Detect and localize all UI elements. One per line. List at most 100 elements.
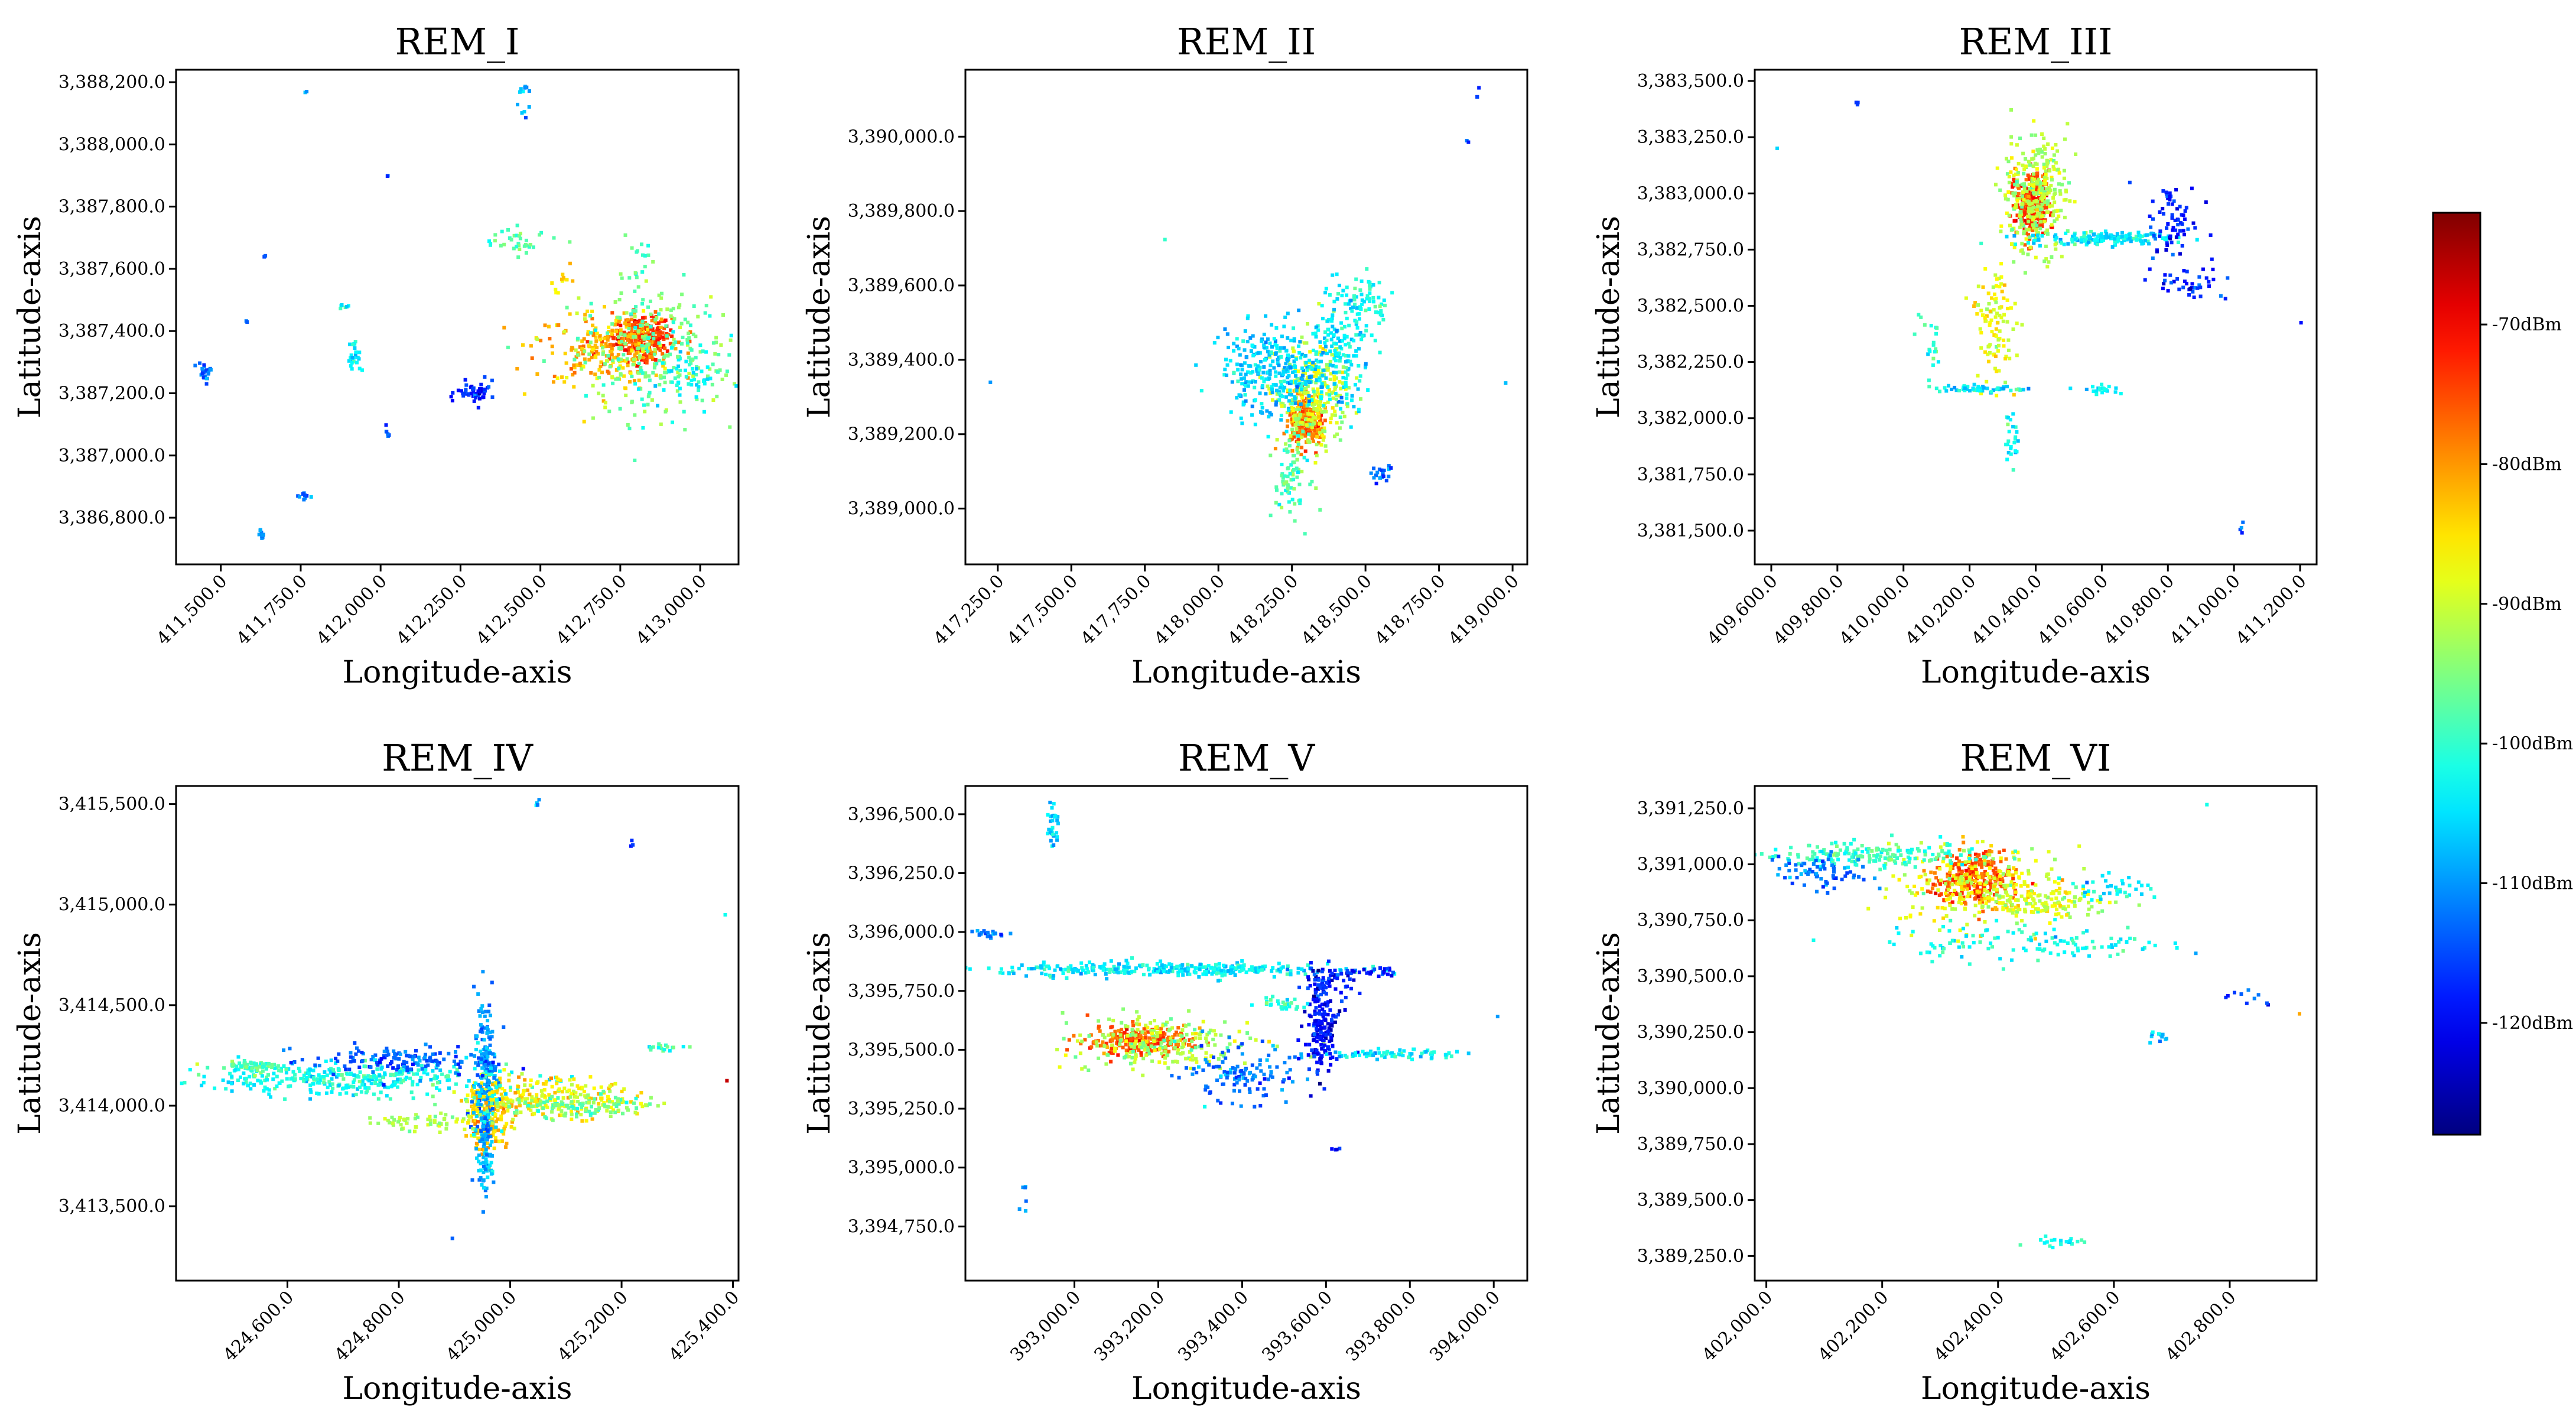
subplot-title: REM_II [1177, 20, 1316, 63]
scatter-point [2032, 173, 2035, 176]
scatter-point [483, 1092, 486, 1095]
scatter-point [1378, 476, 1382, 480]
scatter-point [363, 1086, 367, 1090]
scatter-point [2048, 169, 2051, 173]
scatter-point [663, 346, 666, 350]
scatter-point [538, 798, 541, 801]
scatter-point [483, 388, 486, 391]
scatter-point [2038, 244, 2042, 248]
scatter-point [1341, 376, 1345, 379]
scatter-point [478, 397, 482, 401]
scatter-point [424, 1042, 428, 1046]
scatter-point [317, 1057, 320, 1060]
scatter-point [1309, 366, 1313, 369]
scatter-point [1385, 479, 1388, 482]
scatter-point [1232, 342, 1235, 345]
scatter-point [2036, 233, 2040, 237]
scatter-point [2147, 242, 2151, 245]
scatter-point [308, 1097, 312, 1101]
scatter-point [2003, 193, 2007, 197]
plot-frame [176, 786, 739, 1281]
scatter-point [2053, 153, 2056, 157]
scatter-point [456, 1118, 459, 1121]
scatter-point [1294, 358, 1298, 361]
scatter-point [586, 310, 589, 313]
scatter-point [487, 1010, 490, 1014]
scatter-point [521, 1093, 525, 1096]
scatter-point [631, 843, 635, 847]
scatter-point [587, 344, 591, 347]
scatter-point [1294, 380, 1297, 384]
scatter-point [552, 380, 555, 384]
scatter-point [1322, 404, 1325, 407]
scatter-point [302, 1079, 305, 1083]
scatter-point [594, 355, 597, 358]
scatter-point [2006, 320, 2009, 324]
scatter-point [2066, 122, 2069, 125]
scatter-point [465, 1099, 469, 1103]
scatter-point [230, 1082, 233, 1086]
scatter-point [256, 1068, 259, 1072]
scatter-point [2043, 220, 2047, 223]
scatter-point [344, 1092, 348, 1095]
scatter-point [1331, 325, 1334, 329]
scatter-point [2037, 238, 2041, 242]
scatter-point [2165, 226, 2168, 230]
scatter-point [479, 1014, 482, 1018]
scatter-point [750, 388, 754, 391]
y-tick-label: 3,389,000.0 [848, 499, 955, 519]
scatter-point [2087, 241, 2090, 244]
scatter-point [2047, 260, 2051, 264]
scatter-point [477, 1154, 481, 1157]
scatter-point [2044, 182, 2047, 186]
scatter-point [656, 327, 659, 331]
scatter-point [555, 1076, 558, 1079]
scatter-point [1293, 519, 1297, 523]
scatter-point [609, 365, 612, 368]
scatter-point [502, 1103, 505, 1106]
scatter-point [1328, 293, 1332, 297]
scatter-point [1367, 307, 1371, 311]
scatter-point [632, 1102, 636, 1105]
scatter-point [633, 315, 637, 319]
scatter-point [643, 410, 646, 413]
scatter-point [450, 395, 453, 398]
scatter-point [1338, 426, 1342, 430]
scatter-point [308, 1083, 312, 1087]
scatter-point [1318, 508, 1322, 512]
scatter-point [451, 399, 454, 402]
scatter-point [480, 1057, 483, 1061]
scatter-point [245, 1077, 248, 1080]
scatter-point [1968, 389, 1972, 392]
scatter-point [2008, 214, 2011, 217]
scatter-point [1261, 384, 1264, 388]
scatter-point [1344, 302, 1347, 306]
scatter-point [654, 358, 658, 362]
scatter-point [1270, 323, 1273, 327]
scatter-point [576, 1084, 580, 1088]
scatter-point [317, 1073, 321, 1077]
scatter-point [1260, 402, 1263, 405]
scatter-point [1286, 311, 1290, 315]
scatter-point [478, 1094, 482, 1098]
scatter-point [2027, 387, 2030, 391]
scatter-point [694, 356, 698, 359]
scatter-point [2067, 181, 2071, 184]
scatter-point [1335, 342, 1338, 346]
scatter-point [1354, 333, 1358, 337]
scatter-point [1300, 336, 1304, 339]
scatter-point [1293, 414, 1297, 417]
scatter-point [2211, 268, 2215, 271]
scatter-point [361, 1059, 365, 1063]
scatter-point [570, 367, 573, 371]
scatter-point [2027, 241, 2030, 245]
scatter-point [671, 421, 674, 424]
scatter-point [607, 326, 610, 329]
scatter-point [571, 347, 574, 350]
scatter-point [1934, 332, 1938, 336]
scatter-point [1937, 360, 1940, 363]
scatter-point [1295, 389, 1299, 392]
scatter-point [2168, 235, 2172, 238]
scatter-point [235, 1065, 238, 1068]
